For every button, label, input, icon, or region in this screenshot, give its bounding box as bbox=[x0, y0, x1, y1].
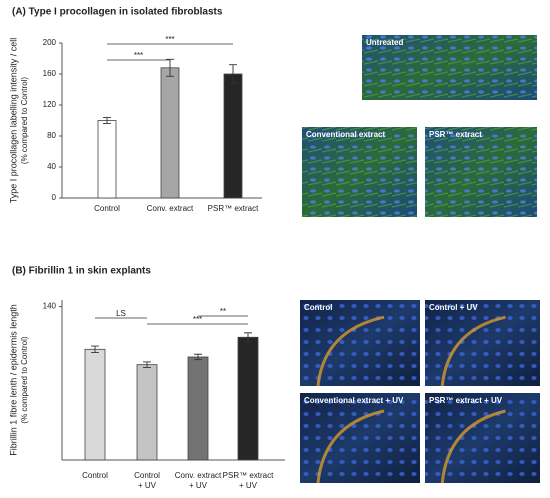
y-tick-label: 200 bbox=[43, 38, 57, 47]
significance-label: ** bbox=[220, 307, 226, 316]
bar bbox=[97, 120, 117, 199]
y-axis-label: (% compared to Control) bbox=[20, 336, 29, 423]
significance-label: *** bbox=[193, 315, 202, 324]
y-tick-label: 40 bbox=[47, 162, 56, 171]
micrograph-texture bbox=[300, 393, 420, 483]
micrograph-label: Untreated bbox=[366, 38, 403, 47]
y-tick-label: 80 bbox=[47, 131, 56, 140]
bar bbox=[187, 356, 209, 461]
error-bar bbox=[229, 64, 237, 84]
y-tick-label: 140 bbox=[43, 302, 57, 311]
micrograph-texture bbox=[425, 127, 537, 217]
x-tick-label: Control bbox=[82, 471, 108, 480]
error-bar bbox=[244, 332, 252, 343]
x-tick-label: Conv. extract bbox=[147, 204, 194, 213]
error-bar bbox=[143, 361, 151, 368]
y-axis-label: Fibrillin 1 fibre lenth / epidermis leng… bbox=[8, 304, 18, 456]
x-tick-label: PSR™ extract bbox=[208, 204, 259, 213]
x-tick-label: PSR™ extract + UV bbox=[223, 471, 274, 490]
micrograph-label: Control + UV bbox=[429, 303, 478, 312]
chart-title: (A) Type I procollagen in isolated fibro… bbox=[12, 7, 223, 18]
fibre-band bbox=[440, 409, 506, 484]
bar bbox=[160, 67, 180, 199]
bar bbox=[136, 364, 158, 461]
micrograph-texture bbox=[425, 300, 540, 386]
y-tick-label: 160 bbox=[43, 69, 57, 78]
significance-label: *** bbox=[134, 51, 143, 60]
fibre-band bbox=[316, 409, 385, 484]
error-bar bbox=[103, 116, 111, 125]
y-tick-label: 0 bbox=[52, 193, 57, 202]
error-bar bbox=[91, 345, 99, 354]
y-tick-label: 120 bbox=[43, 100, 57, 109]
micrograph-texture bbox=[300, 300, 420, 386]
x-tick-label: Conv. extract + UV bbox=[175, 471, 222, 490]
bar bbox=[84, 348, 106, 461]
x-tick-label: Control + UV bbox=[134, 471, 160, 490]
bar bbox=[237, 336, 259, 461]
significance-label: LS bbox=[116, 309, 126, 318]
micrograph-texture bbox=[302, 127, 417, 217]
x-tick-label: Control bbox=[94, 204, 120, 213]
micrograph-label: PSR™ extract + UV bbox=[429, 396, 503, 405]
y-axis-label: Type I procollagen labelling intensity /… bbox=[8, 38, 18, 204]
y-axis-label: (% compared to Control) bbox=[20, 77, 29, 164]
fibre-band bbox=[440, 315, 506, 387]
bar bbox=[223, 73, 243, 199]
error-bar bbox=[194, 353, 202, 361]
fibre-band bbox=[316, 315, 385, 387]
chart-title: (B) Fibrillin 1 in skin explants bbox=[12, 266, 151, 277]
micrograph-texture bbox=[425, 393, 540, 483]
micrograph-label: Control bbox=[304, 303, 332, 312]
micrograph-texture bbox=[362, 35, 537, 100]
micrograph-label: Conventional extract bbox=[306, 130, 385, 139]
micrograph-label: PSR™ extract bbox=[429, 130, 482, 139]
error-bar bbox=[166, 58, 174, 77]
significance-label: *** bbox=[165, 35, 174, 44]
micrograph-label: Conventional extract + UV bbox=[304, 396, 404, 405]
